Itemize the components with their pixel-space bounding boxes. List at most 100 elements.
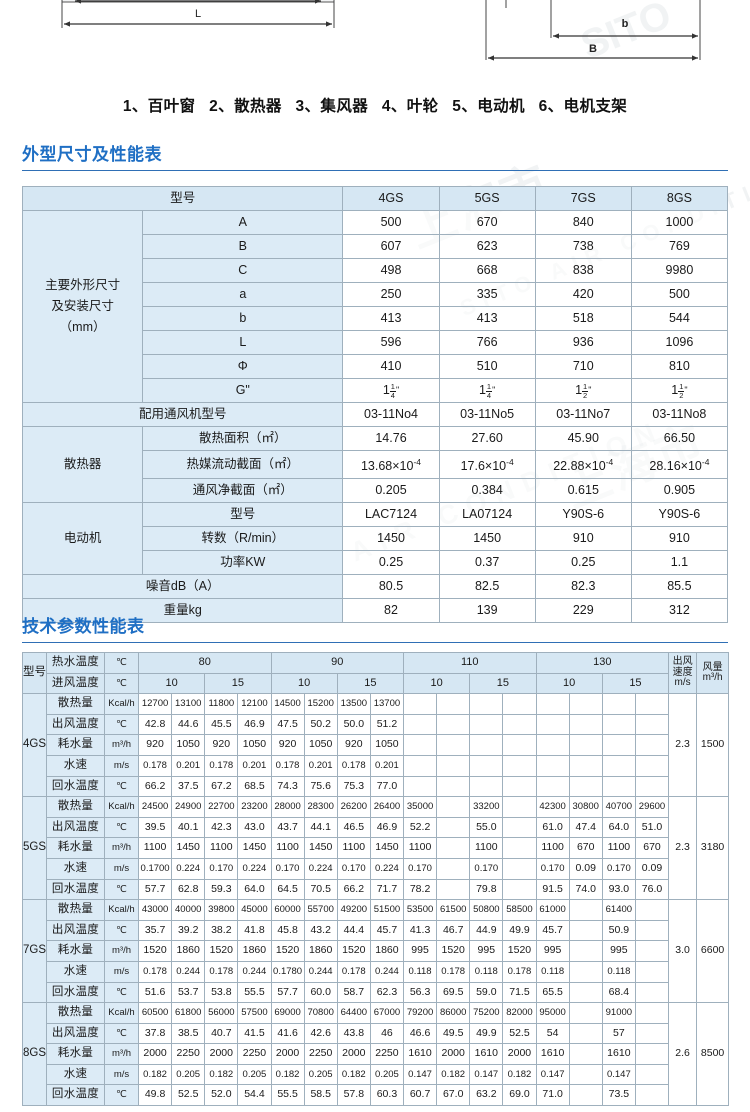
perf-outlet-speed-header: 出风 速度 m/s bbox=[668, 651, 698, 695]
perf-cell: 93.0 bbox=[601, 878, 636, 901]
section-title-dimensions: 外型尺寸及性能表 bbox=[22, 145, 162, 164]
weight-label: 重量kg bbox=[21, 598, 344, 624]
table-row-noise: 噪音dB（A） 80.5 82.5 82.3 85.5 bbox=[21, 574, 729, 600]
perf-cell: 49.9 bbox=[469, 1022, 504, 1045]
perf-cell: 57500 bbox=[237, 1002, 272, 1024]
perf-cell: 60000 bbox=[270, 899, 305, 921]
radiator-row-name: 通风净截面（㎡） bbox=[142, 478, 344, 504]
perf-cell: 26400 bbox=[369, 796, 405, 818]
perf-cell: 49.8 bbox=[137, 1084, 173, 1107]
perf-cell: 54 bbox=[535, 1022, 570, 1045]
table-row: 散热器 散热面积（㎡） 14.76 27.60 45.90 66.50 bbox=[21, 426, 729, 504]
frac-num: 1 bbox=[678, 382, 685, 392]
frac-num: 1 bbox=[389, 382, 396, 392]
perf-data-row: 水速 m/s 0.1700 0.224 0.170 0.224 0.170 0.224 0.17… bbox=[23, 857, 729, 880]
perf-cell: 58.5 bbox=[303, 1084, 338, 1107]
dim-cell: 250 bbox=[342, 282, 440, 307]
perf-cell: 52.0 bbox=[204, 1084, 239, 1107]
perf-cell: 95000 bbox=[535, 1002, 570, 1024]
perf-cell-empty bbox=[502, 734, 537, 756]
perf-cell: 46.5 bbox=[336, 816, 371, 839]
perf-cell: 13500 bbox=[336, 693, 371, 715]
perf-inlet-air-temp: 10 bbox=[535, 672, 603, 695]
perf-hot-water-unit: ℃ bbox=[104, 652, 139, 674]
perf-cell: 13100 bbox=[171, 693, 206, 715]
dim-group-line3: （mm） bbox=[59, 320, 106, 335]
perf-param-name: 回水温度 bbox=[46, 1084, 105, 1107]
perf-cell: 52.2 bbox=[402, 816, 438, 839]
perf-cell-empty bbox=[436, 816, 471, 839]
perf-inlet-air-unit: ℃ bbox=[104, 672, 139, 695]
perf-cell: 50.0 bbox=[336, 713, 371, 736]
perf-cell: 68.4 bbox=[601, 981, 636, 1004]
radiator-row-name: 散热面积（㎡） bbox=[142, 426, 344, 452]
dim-row-name: a bbox=[142, 282, 344, 307]
perf-cell-empty bbox=[568, 1084, 603, 1107]
perf-cell: 59.3 bbox=[204, 878, 239, 901]
perf-cell-empty bbox=[634, 693, 670, 715]
dim-cell: 1000 bbox=[630, 210, 729, 235]
perf-cell: 35000 bbox=[402, 796, 438, 818]
perf-cell: 1100 bbox=[402, 837, 438, 859]
perf-cell: 75.6 bbox=[303, 775, 338, 798]
perf-cell: 1520 bbox=[502, 940, 537, 962]
perf-cell: 1100 bbox=[601, 837, 636, 859]
dim-model-4gs: 4GS bbox=[342, 186, 440, 211]
perf-cell: 2000 bbox=[436, 1043, 471, 1065]
perf-data-row: 7GS 散热量 Kcal/h 43000 40000 39800 45000 60000 557… bbox=[22, 899, 730, 1004]
perf-cell: 40.1 bbox=[171, 816, 206, 839]
perf-data-row: 出风温度 ℃ 35.7 39.2 38.2 41.8 45.8 43.2 44.4 45.7 41.… bbox=[23, 919, 729, 942]
perf-param-name: 水速 bbox=[46, 754, 105, 777]
perf-cell: 64.5 bbox=[270, 878, 305, 901]
perf-cell: 43000 bbox=[137, 899, 173, 921]
dim-cell: 500 bbox=[630, 282, 729, 307]
perf-cell: 67.2 bbox=[204, 775, 239, 798]
perf-cell: 71.7 bbox=[369, 878, 405, 901]
perf-cell: 60500 bbox=[137, 1002, 173, 1024]
perf-cell: 24900 bbox=[171, 796, 206, 818]
motor-cell: LAC7124 bbox=[342, 502, 440, 528]
table-row-model-header: 型号 4GS 5GS 7GS 8GS bbox=[21, 186, 729, 211]
perf-cell: 56.3 bbox=[402, 981, 438, 1004]
perf-param-name: 耗水量 bbox=[46, 734, 105, 756]
perf-cell-empty bbox=[634, 734, 670, 756]
perf-inlet-air-label: 进风温度 bbox=[46, 672, 105, 695]
perf-param-name: 出风温度 bbox=[46, 713, 105, 736]
weight-cell: 312 bbox=[630, 598, 729, 624]
perf-param-name: 水速 bbox=[46, 857, 105, 880]
dim-cell: 498 bbox=[342, 258, 440, 283]
perf-cell: 55700 bbox=[303, 899, 338, 921]
perf-param-unit: ℃ bbox=[104, 1022, 139, 1045]
perf-param-name: 散热量 bbox=[46, 796, 105, 818]
perf-cell-empty bbox=[436, 734, 471, 756]
perf-cell: 0.118 bbox=[535, 960, 570, 983]
perf-cell: 0.224 bbox=[303, 857, 338, 880]
perf-cell: 51.2 bbox=[369, 713, 405, 736]
perf-cell: 57.7 bbox=[270, 981, 305, 1004]
perf-cell-empty bbox=[568, 919, 603, 942]
table-row: b 413 413 518 544 bbox=[23, 306, 729, 331]
perf-cell: 91000 bbox=[601, 1002, 636, 1024]
dim-cell: 510 bbox=[438, 354, 536, 379]
perf-cell: 0.201 bbox=[171, 754, 206, 777]
perf-cell: 995 bbox=[535, 940, 570, 962]
perf-cell: 0.170 bbox=[601, 857, 636, 880]
dim-cell: 710 bbox=[534, 354, 632, 379]
perf-cell: 0.201 bbox=[237, 754, 272, 777]
perf-cell: 1610 bbox=[535, 1043, 570, 1065]
dim-cell: 738 bbox=[534, 234, 632, 259]
perf-data-row: 出风温度 ℃ 37.8 38.5 40.7 41.5 41.6 42.6 43.8 46 46.6 4… bbox=[23, 1022, 729, 1045]
perf-cell: 2000 bbox=[336, 1043, 371, 1065]
perf-cell-empty bbox=[436, 713, 471, 736]
motor-cell: Y90S-6 bbox=[630, 502, 729, 528]
radiator-cell: 0.205 bbox=[342, 478, 440, 504]
perf-cell-empty bbox=[502, 816, 537, 839]
perf-cell: 38.5 bbox=[171, 1022, 206, 1045]
perf-cell: 0.118 bbox=[469, 960, 504, 983]
perf-air-volume-line: m³/h bbox=[702, 672, 723, 684]
perf-cell: 0.178 bbox=[204, 754, 239, 777]
perf-cell-empty bbox=[634, 1002, 670, 1024]
perf-cell: 0.1700 bbox=[137, 857, 173, 880]
perf-cell: 43.7 bbox=[270, 816, 305, 839]
perf-air-volume-line: 风量 bbox=[702, 661, 723, 673]
